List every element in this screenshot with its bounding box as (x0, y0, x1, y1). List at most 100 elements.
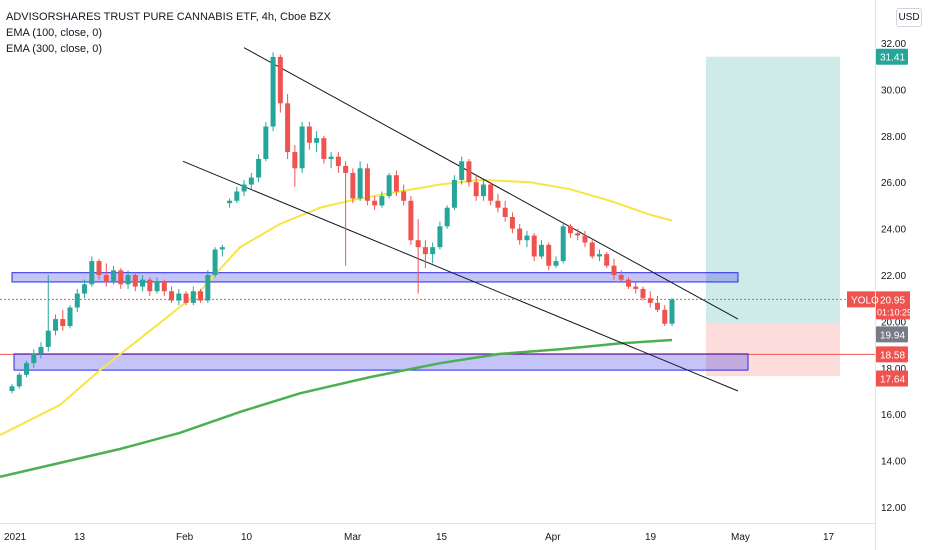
candle[interactable] (509, 212, 515, 234)
candle[interactable] (451, 175, 457, 211)
candle[interactable] (524, 230, 530, 248)
candle[interactable] (270, 52, 276, 132)
candle[interactable] (82, 279, 88, 299)
candle[interactable] (38, 342, 44, 359)
candle[interactable] (31, 349, 37, 368)
candle[interactable] (654, 295, 660, 313)
candle[interactable] (335, 152, 341, 173)
candle[interactable] (111, 265, 117, 285)
candle[interactable] (480, 179, 486, 201)
zone-rect-0[interactable] (11, 272, 739, 283)
candle[interactable] (248, 172, 254, 190)
position-target-zone[interactable] (706, 56, 840, 323)
candle[interactable] (343, 161, 349, 266)
candle[interactable] (647, 291, 653, 308)
candle[interactable] (132, 272, 138, 292)
candle[interactable] (430, 242, 436, 264)
candle[interactable] (350, 168, 356, 204)
candle[interactable] (60, 309, 66, 331)
candle[interactable] (386, 172, 392, 199)
candle[interactable] (118, 268, 124, 289)
candle[interactable] (662, 305, 668, 327)
candle[interactable] (408, 196, 414, 245)
candle[interactable] (53, 314, 59, 336)
candle[interactable] (459, 156, 465, 185)
candle[interactable] (219, 244, 225, 257)
candle[interactable] (292, 145, 298, 187)
candle[interactable] (575, 228, 581, 241)
candle[interactable] (567, 223, 573, 238)
candle[interactable] (625, 277, 631, 289)
candle[interactable] (263, 121, 269, 162)
zone-rect-1[interactable] (13, 353, 749, 371)
candle[interactable] (205, 270, 211, 303)
candle[interactable] (89, 256, 95, 287)
candle[interactable] (16, 372, 22, 389)
candle[interactable] (169, 286, 175, 303)
candle[interactable] (67, 305, 73, 329)
candle[interactable] (103, 263, 109, 287)
candle[interactable] (422, 240, 428, 269)
candle[interactable] (74, 288, 80, 313)
candle[interactable] (241, 179, 247, 197)
candle[interactable] (372, 196, 378, 211)
candle[interactable] (473, 175, 479, 201)
candle[interactable] (538, 240, 544, 259)
candle[interactable] (190, 286, 196, 306)
candle[interactable] (379, 191, 385, 208)
candle[interactable] (183, 291, 189, 306)
candle[interactable] (96, 258, 102, 280)
candle[interactable] (640, 286, 646, 301)
candle[interactable] (589, 240, 595, 259)
candle[interactable] (669, 298, 675, 327)
candle[interactable] (256, 154, 262, 183)
candle[interactable] (517, 223, 523, 245)
candle[interactable] (553, 256, 559, 269)
position-stop-zone[interactable] (706, 322, 840, 377)
candle[interactable] (611, 258, 617, 280)
candle[interactable] (45, 275, 51, 352)
currency-button[interactable]: USD (896, 8, 922, 27)
candle[interactable] (444, 205, 450, 229)
candle[interactable] (176, 288, 182, 306)
candle[interactable] (582, 230, 588, 248)
candle[interactable] (125, 270, 131, 289)
candle[interactable] (357, 161, 363, 201)
candle[interactable] (321, 135, 327, 164)
candle[interactable] (161, 279, 167, 296)
candle[interactable] (154, 277, 160, 294)
ema-300-label[interactable]: EMA (300, close, 0) (6, 43, 102, 55)
candle[interactable] (314, 131, 320, 153)
candle[interactable] (495, 193, 501, 213)
candle[interactable] (618, 270, 624, 282)
symbol-title[interactable]: ADVISORSHARES TRUST PURE CANNABIS ETF, 4… (6, 11, 331, 23)
ema-100-label[interactable]: EMA (100, close, 0) (6, 27, 102, 39)
candle[interactable] (596, 249, 602, 262)
candle[interactable] (277, 54, 283, 113)
candle[interactable] (212, 247, 218, 278)
candle[interactable] (531, 233, 537, 262)
candle[interactable] (488, 182, 494, 206)
candle[interactable] (328, 152, 334, 169)
candle[interactable] (9, 384, 15, 394)
candle[interactable] (502, 200, 508, 222)
candle[interactable] (466, 159, 472, 187)
candle[interactable] (227, 198, 233, 208)
candle[interactable] (24, 360, 30, 378)
candle[interactable] (633, 281, 639, 294)
trendline-1[interactable] (182, 160, 739, 392)
candle[interactable] (393, 170, 399, 197)
candle[interactable] (604, 251, 610, 269)
candle[interactable] (546, 242, 552, 271)
candle[interactable] (401, 184, 407, 206)
candle[interactable] (234, 186, 240, 204)
candle[interactable] (364, 163, 370, 206)
symbol-tag[interactable]: YOLO (851, 295, 879, 306)
candle[interactable] (147, 277, 153, 296)
candle[interactable] (285, 94, 291, 159)
candle[interactable] (415, 219, 421, 294)
candle[interactable] (198, 288, 204, 303)
candle[interactable] (437, 221, 443, 250)
candle[interactable] (140, 275, 146, 292)
